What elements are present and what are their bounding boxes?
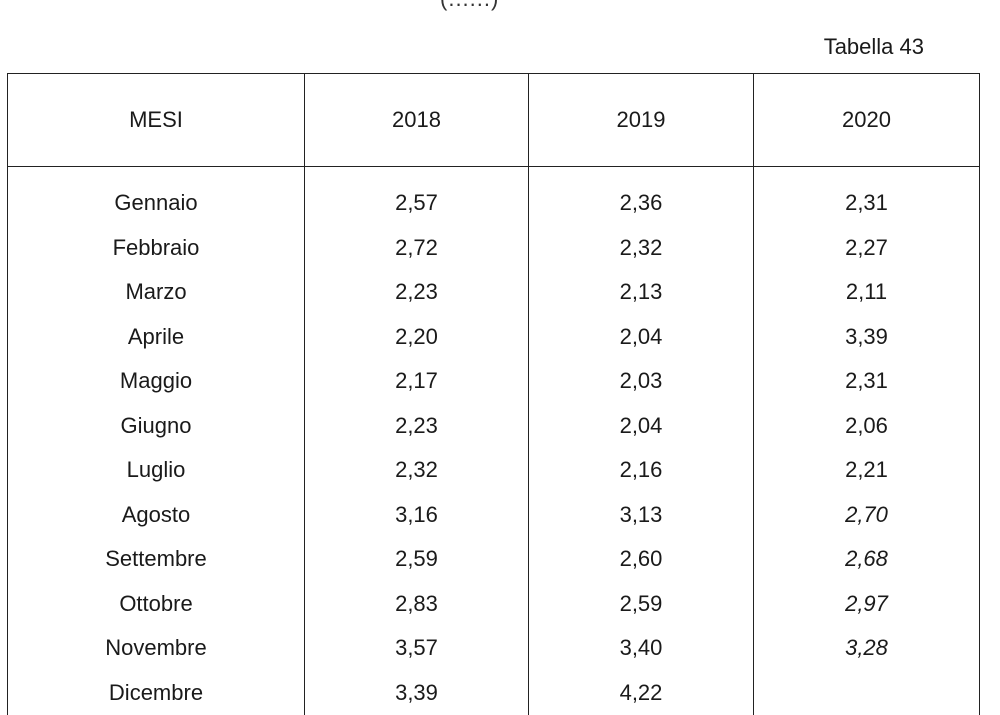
value-cell-2018: 3,16: [305, 493, 529, 538]
value-cell-2019: 2,13: [529, 270, 754, 315]
value-cell-2020: 2,27: [754, 226, 980, 271]
value-cell-2020: 2,31: [754, 167, 980, 226]
month-cell: Settembre: [8, 537, 305, 582]
value-cell-2019: 2,32: [529, 226, 754, 271]
value-cell-2019: 4,22: [529, 671, 754, 715]
value-cell-2018: 2,57: [305, 167, 529, 226]
value-cell-2020: 2,97: [754, 582, 980, 627]
column-header-2018: 2018: [305, 74, 529, 167]
month-cell: Maggio: [8, 359, 305, 404]
value-cell-2019: 2,60: [529, 537, 754, 582]
value-cell-2018: 2,17: [305, 359, 529, 404]
value-cell-2018: 2,83: [305, 582, 529, 627]
value-cell-2020: 2,31: [754, 359, 980, 404]
value-cell-2019: 3,13: [529, 493, 754, 538]
month-cell: Gennaio: [8, 167, 305, 226]
value-cell-2018: 2,32: [305, 448, 529, 493]
value-cell-2018: 2,23: [305, 270, 529, 315]
month-cell: Febbraio: [8, 226, 305, 271]
value-cell-2019: 2,59: [529, 582, 754, 627]
value-cell-2018: 2,72: [305, 226, 529, 271]
column-header-2019: 2019: [529, 74, 754, 167]
value-cell-2020: 3,39: [754, 315, 980, 360]
value-cell-2020: 2,11: [754, 270, 980, 315]
column-header-months: MESI: [8, 74, 305, 167]
month-cell: Dicembre: [8, 671, 305, 715]
value-cell-2020: 2,06: [754, 404, 980, 449]
value-cell-2020: 3,28: [754, 626, 980, 671]
month-cell: Luglio: [8, 448, 305, 493]
value-cell-2019: 2,36: [529, 167, 754, 226]
value-cell-2019: 3,40: [529, 626, 754, 671]
value-cell-2019: 2,03: [529, 359, 754, 404]
value-cell-2018: 2,23: [305, 404, 529, 449]
month-cell: Aprile: [8, 315, 305, 360]
month-cell: Novembre: [8, 626, 305, 671]
value-cell-2018: 3,39: [305, 671, 529, 715]
value-cell-2018: 2,59: [305, 537, 529, 582]
month-cell: Agosto: [8, 493, 305, 538]
value-cell-2020: 2,68: [754, 537, 980, 582]
value-cell-2020: [754, 671, 980, 715]
value-cell-2020: 2,21: [754, 448, 980, 493]
column-header-2020: 2020: [754, 74, 980, 167]
value-cell-2019: 2,04: [529, 315, 754, 360]
table-header-row: MESI 2018 2019 2020: [8, 74, 980, 167]
value-cell-2018: 2,20: [305, 315, 529, 360]
value-cell-2019: 2,04: [529, 404, 754, 449]
month-cell: Giugno: [8, 404, 305, 449]
page-subtitle-fragment: (......): [440, 0, 499, 12]
month-cell: Marzo: [8, 270, 305, 315]
month-cell: Ottobre: [8, 582, 305, 627]
value-cell-2018: 3,57: [305, 626, 529, 671]
value-cell-2019: 2,16: [529, 448, 754, 493]
value-cell-2020: 2,70: [754, 493, 980, 538]
table-label: Tabella 43: [824, 34, 924, 60]
